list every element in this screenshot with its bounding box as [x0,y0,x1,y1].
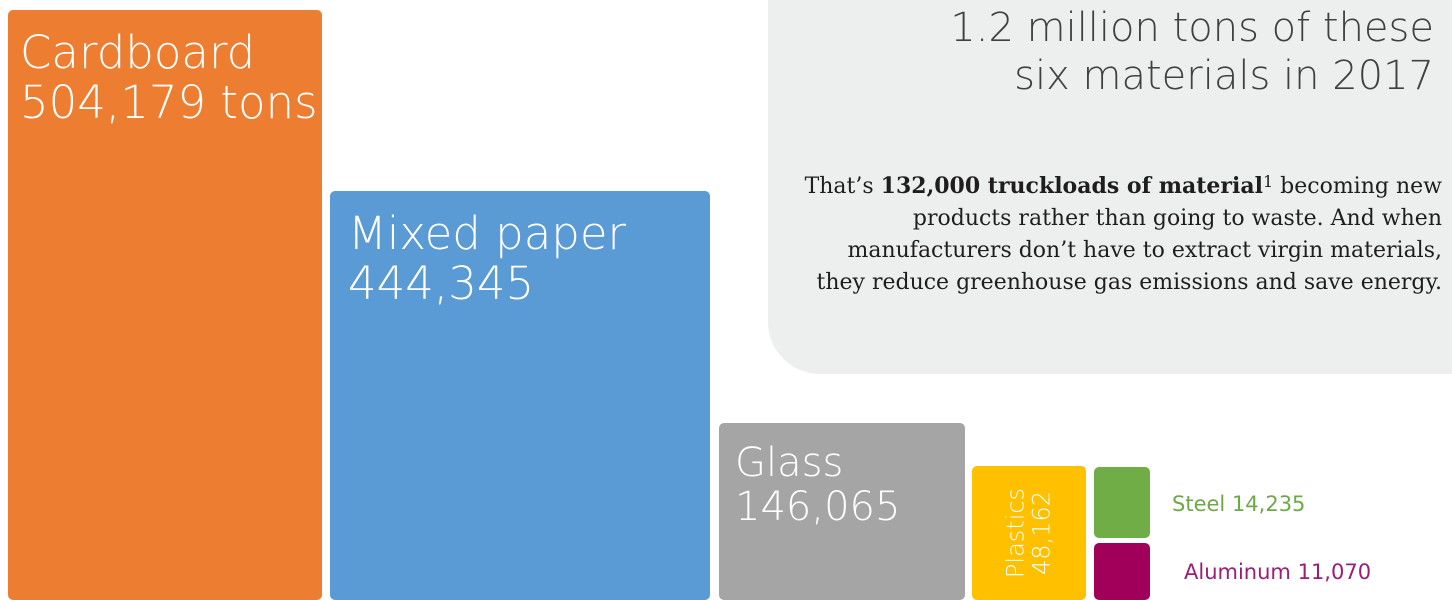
panel-body-highlight: 132,000 truckloads of material [880,173,1263,199]
cardboard-label: Cardboard 504,179 tons [20,28,318,127]
plastics-name: Plastics [1001,487,1030,579]
aluminum-name: Aluminum [1184,560,1291,584]
steel-block [1094,467,1150,538]
mixed-paper-block: Mixed paper 444,345 [330,191,710,600]
steel-label: Steel 14,235 [1172,492,1305,516]
glass-name: Glass [735,440,844,486]
panel-title: 1.2 million tons of these six materials … [794,4,1434,100]
cardboard-name: Cardboard [20,26,256,79]
panel-body-text: becoming new products rather than going … [816,174,1443,295]
aluminum-block [1094,543,1150,600]
aluminum-label: Aluminum 11,070 [1184,560,1371,584]
info-panel: 1.2 million tons of these six materials … [768,0,1452,374]
glass-block: Glass 146,065 [719,423,965,600]
footnote-marker: 1 [1262,172,1274,191]
panel-body: That’s 132,000 truckloads of material1 b… [802,170,1442,299]
mixed-paper-label: Mixed paper 444,345 [348,209,626,308]
mixed-paper-value: 444,345 [348,256,535,310]
panel-title-line2: six materials in 2017 [1014,53,1434,99]
steel-value: 14,235 [1231,492,1306,516]
plastics-block: Plastics 48,162 [972,466,1086,600]
aluminum-value: 11,070 [1297,560,1372,584]
glass-label: Glass 146,065 [735,441,900,529]
cardboard-block: Cardboard 504,179 tons [8,10,322,600]
mixed-paper-name: Mixed paper [348,207,627,260]
plastics-value: 48,162 [1028,491,1056,575]
panel-body-prefix: That’s [804,174,881,199]
cardboard-value: 504,179 tons [20,75,318,129]
panel-title-line1: 1.2 million tons of these [950,5,1434,51]
glass-value: 146,065 [735,484,901,530]
steel-name: Steel [1172,492,1226,516]
plastics-label: Plastics 48,162 [1001,487,1056,579]
